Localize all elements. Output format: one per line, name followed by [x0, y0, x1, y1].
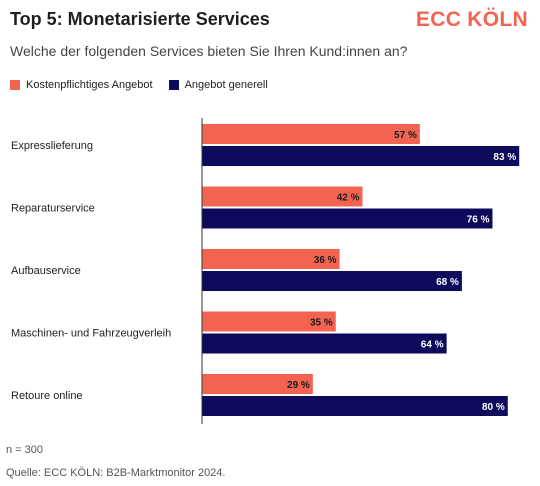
legend-item-paid: Kostenpflichtiges Angebot — [10, 79, 153, 91]
data-label-paid-maschinen-und-fahrzeugverleih: 35 % — [310, 318, 333, 329]
legend-swatch-paid — [10, 80, 20, 90]
bar-general-maschinen-und-fahrzeugverleih — [202, 333, 447, 354]
bar-paid-aufbauservice — [202, 249, 340, 269]
legend-label-paid: Kostenpflichtiges Angebot — [26, 79, 153, 91]
data-label-paid-retoure-online: 29 % — [287, 380, 310, 391]
brand-logo: ECC KÖLN — [415, 8, 528, 31]
bar-paid-maschinen-und-fahrzeugverleih — [202, 311, 336, 332]
category-label-expresslieferung: Expresslieferung — [11, 140, 93, 152]
bar-general-aufbauservice — [202, 271, 462, 291]
data-label-paid-reparaturservice: 42 % — [337, 193, 360, 204]
data-label-paid-aufbauservice: 36 % — [314, 255, 337, 266]
bar-paid-retoure-online — [202, 374, 313, 394]
data-label-general-maschinen-und-fahrzeugverleih: 64 % — [421, 340, 444, 351]
data-label-general-retoure-online: 80 % — [482, 402, 505, 413]
category-label-retoure-online: Retoure online — [11, 390, 83, 402]
bar-general-expresslieferung — [202, 146, 520, 166]
data-label-general-reparaturservice: 76 % — [467, 215, 490, 226]
category-label-reparaturservice: Reparaturservice — [11, 203, 95, 215]
sample-size: n = 300 — [6, 444, 44, 456]
chart-subtitle: Welche der folgenden Services bieten Sie… — [10, 43, 408, 59]
data-label-general-expresslieferung: 83 % — [493, 152, 516, 163]
source-note: Quelle: ECC KÖLN: B2B-Marktmonitor 2024. — [6, 467, 226, 479]
data-label-general-aufbauservice: 68 % — [436, 277, 459, 288]
bar-general-reparaturservice — [202, 208, 493, 229]
legend-item-general: Angebot generell — [168, 79, 268, 91]
category-label-aufbauservice: Aufbauservice — [11, 265, 81, 277]
category-label-maschinen-und-fahrzeugverleih: Maschinen- und Fahrzeugverleih — [11, 328, 171, 340]
bar-general-retoure-online — [202, 396, 508, 416]
legend: Kostenpflichtiges Angebot Angebot genere… — [10, 79, 284, 91]
legend-label-general: Angebot generell — [184, 79, 268, 91]
bar-paid-expresslieferung — [202, 124, 420, 144]
chart-title: Top 5: Monetarisierte Services — [10, 9, 270, 29]
data-label-paid-expresslieferung: 57 % — [394, 130, 417, 141]
legend-swatch-general — [168, 80, 179, 90]
bar-paid-reparaturservice — [202, 186, 363, 207]
